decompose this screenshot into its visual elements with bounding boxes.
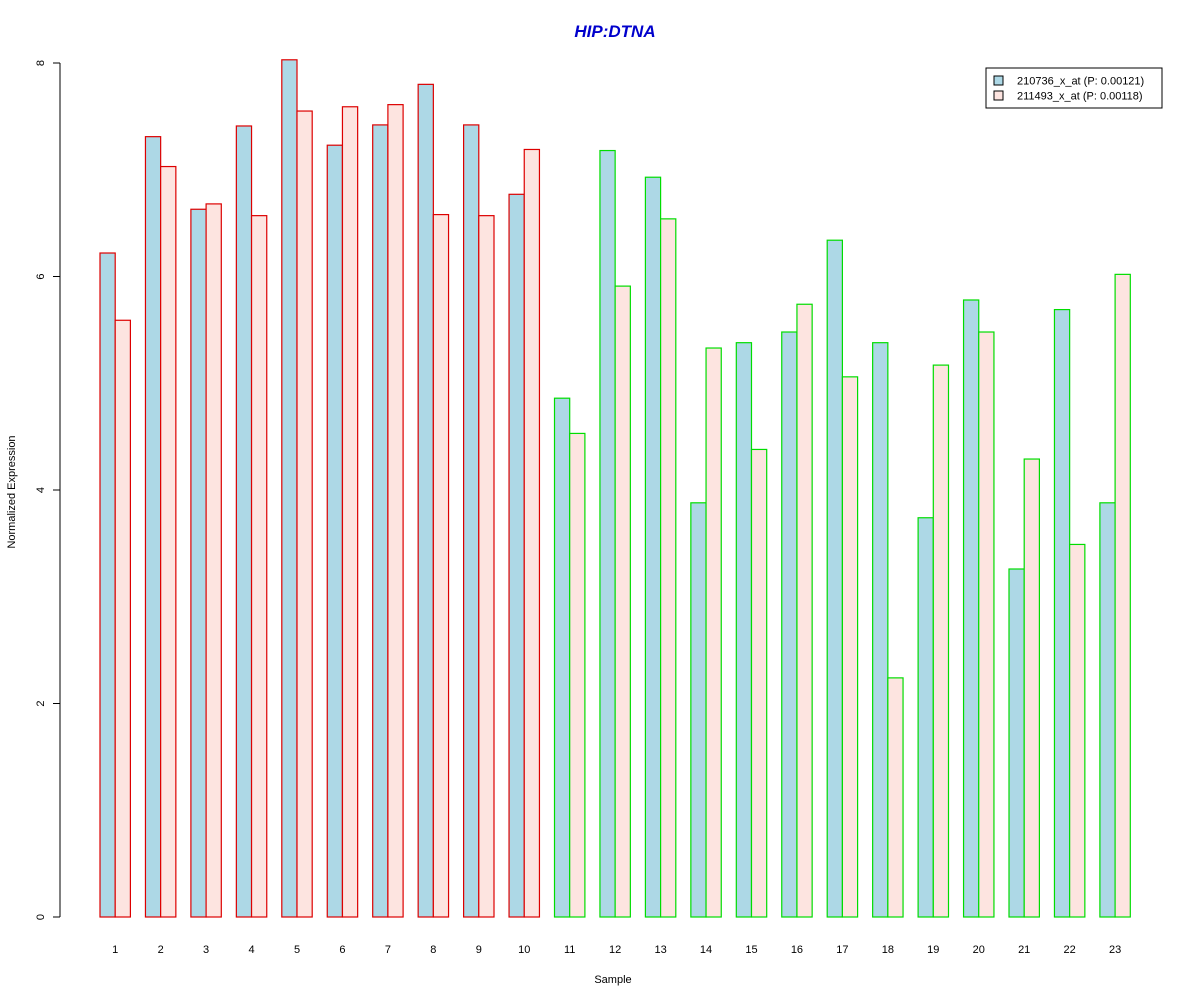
bar-sample-9-series-1 — [463, 124, 480, 918]
bar-sample-17-series-2 — [841, 376, 859, 918]
bar-sample-3-series-1 — [190, 208, 207, 918]
bar-sample-3-series-2 — [205, 203, 222, 918]
x-tick-label: 12 — [609, 944, 621, 956]
x-tick-label: 5 — [294, 944, 300, 956]
bar-sample-22-series-2 — [1069, 543, 1086, 918]
bar-sample-11-series-1 — [553, 397, 571, 918]
chart-title: HIP:DTNA — [574, 22, 655, 41]
bar-sample-14-series-2 — [705, 347, 722, 918]
bar-sample-9-series-2 — [478, 215, 495, 918]
bar-sample-4-series-2 — [250, 215, 268, 918]
x-axis-label: Sample — [594, 974, 631, 986]
legend-swatch — [993, 75, 1004, 86]
bar-sample-8-series-2 — [432, 213, 450, 918]
bar-sample-19-series-1 — [917, 517, 934, 918]
bar-sample-13-series-1 — [644, 176, 662, 918]
bar-sample-15-series-2 — [750, 448, 768, 918]
bar-sample-6-series-2 — [341, 106, 359, 918]
x-axis-tick-labels: 1 2 3 4 5 6 7 8 9 10 11 12 13 14 15 16 17 18 19 20 21 22 23 — [112, 944, 1121, 956]
bar-sample-15-series-1 — [735, 342, 753, 918]
x-tick-label: 16 — [791, 944, 803, 956]
bar-sample-13-series-2 — [659, 218, 677, 918]
bar-sample-10-series-2 — [523, 148, 541, 918]
x-tick-label: 10 — [518, 944, 530, 956]
legend: 210736_x_at (P: 0.00121) 211493_x_at (P: … — [985, 67, 1163, 109]
y-tick-label: 6 — [35, 273, 47, 279]
bar-sample-22-series-1 — [1053, 308, 1071, 918]
legend-label: 210736_x_at (P: 0.00121) — [1017, 76, 1144, 88]
bar-sample-16-series-2 — [796, 303, 813, 918]
bar-sample-23-series-1 — [1099, 502, 1116, 918]
bar-sample-21-series-1 — [1008, 568, 1025, 918]
y-axis: 0 2 4 6 8 — [35, 60, 61, 920]
x-tick-label: 15 — [745, 944, 757, 956]
bar-sample-1-series-1 — [99, 252, 116, 918]
bar-sample-18-series-1 — [872, 342, 889, 918]
x-tick-label: 1 — [112, 944, 118, 956]
y-axis-label: Normalized Expression — [6, 435, 18, 548]
bar-sample-16-series-1 — [781, 331, 798, 918]
x-tick-label: 13 — [654, 944, 666, 956]
bar-sample-20-series-1 — [962, 299, 980, 918]
bar-sample-2-series-2 — [160, 165, 177, 918]
y-tick-label: 2 — [35, 700, 47, 706]
bar-sample-14-series-1 — [690, 502, 707, 918]
x-tick-label: 21 — [1018, 944, 1030, 956]
legend-box — [985, 67, 1163, 109]
x-tick-label: 6 — [339, 944, 345, 956]
bar-sample-21-series-2 — [1023, 458, 1040, 918]
y-tick-label: 0 — [35, 914, 47, 920]
bar-sample-6-series-1 — [326, 144, 344, 918]
bar-sample-18-series-2 — [887, 677, 904, 918]
bar-sample-19-series-2 — [932, 364, 950, 918]
x-tick-label: 4 — [248, 944, 254, 956]
x-tick-label: 14 — [700, 944, 712, 956]
legend-label: 211493_x_at (P: 0.00118) — [1017, 91, 1143, 103]
bar-sample-7-series-1 — [372, 124, 389, 918]
x-tick-label: 11 — [564, 944, 575, 956]
x-tick-label: 20 — [973, 944, 985, 956]
x-tick-label: 17 — [836, 944, 848, 956]
bar-sample-10-series-1 — [508, 193, 525, 918]
x-tick-label: 18 — [882, 944, 894, 956]
x-tick-label: 8 — [430, 944, 436, 956]
y-tick-label: 4 — [35, 487, 47, 493]
bar-sample-1-series-2 — [114, 319, 131, 918]
x-tick-label: 23 — [1109, 944, 1121, 956]
y-tick-label: 8 — [35, 60, 47, 66]
legend-swatch — [993, 90, 1004, 101]
bar-sample-12-series-1 — [599, 149, 616, 918]
bar-sample-2-series-1 — [144, 136, 162, 918]
x-tick-label: 7 — [385, 944, 391, 956]
bar-sample-11-series-2 — [569, 432, 586, 918]
bar-series-group — [99, 59, 1131, 918]
bar-sample-23-series-2 — [1114, 273, 1131, 918]
bar-sample-5-series-1 — [281, 59, 298, 918]
x-tick-label: 3 — [203, 944, 209, 956]
x-tick-label: 2 — [158, 944, 164, 956]
x-tick-label: 9 — [476, 944, 482, 956]
bar-sample-12-series-2 — [614, 285, 631, 918]
bar-sample-4-series-1 — [235, 125, 253, 918]
bar-sample-8-series-1 — [417, 83, 434, 918]
x-tick-label: 22 — [1064, 944, 1076, 956]
bar-sample-7-series-2 — [387, 104, 404, 918]
bar-sample-17-series-1 — [826, 239, 844, 918]
x-tick-label: 19 — [927, 944, 939, 956]
bar-sample-20-series-2 — [978, 331, 995, 918]
bar-sample-5-series-2 — [296, 110, 313, 918]
